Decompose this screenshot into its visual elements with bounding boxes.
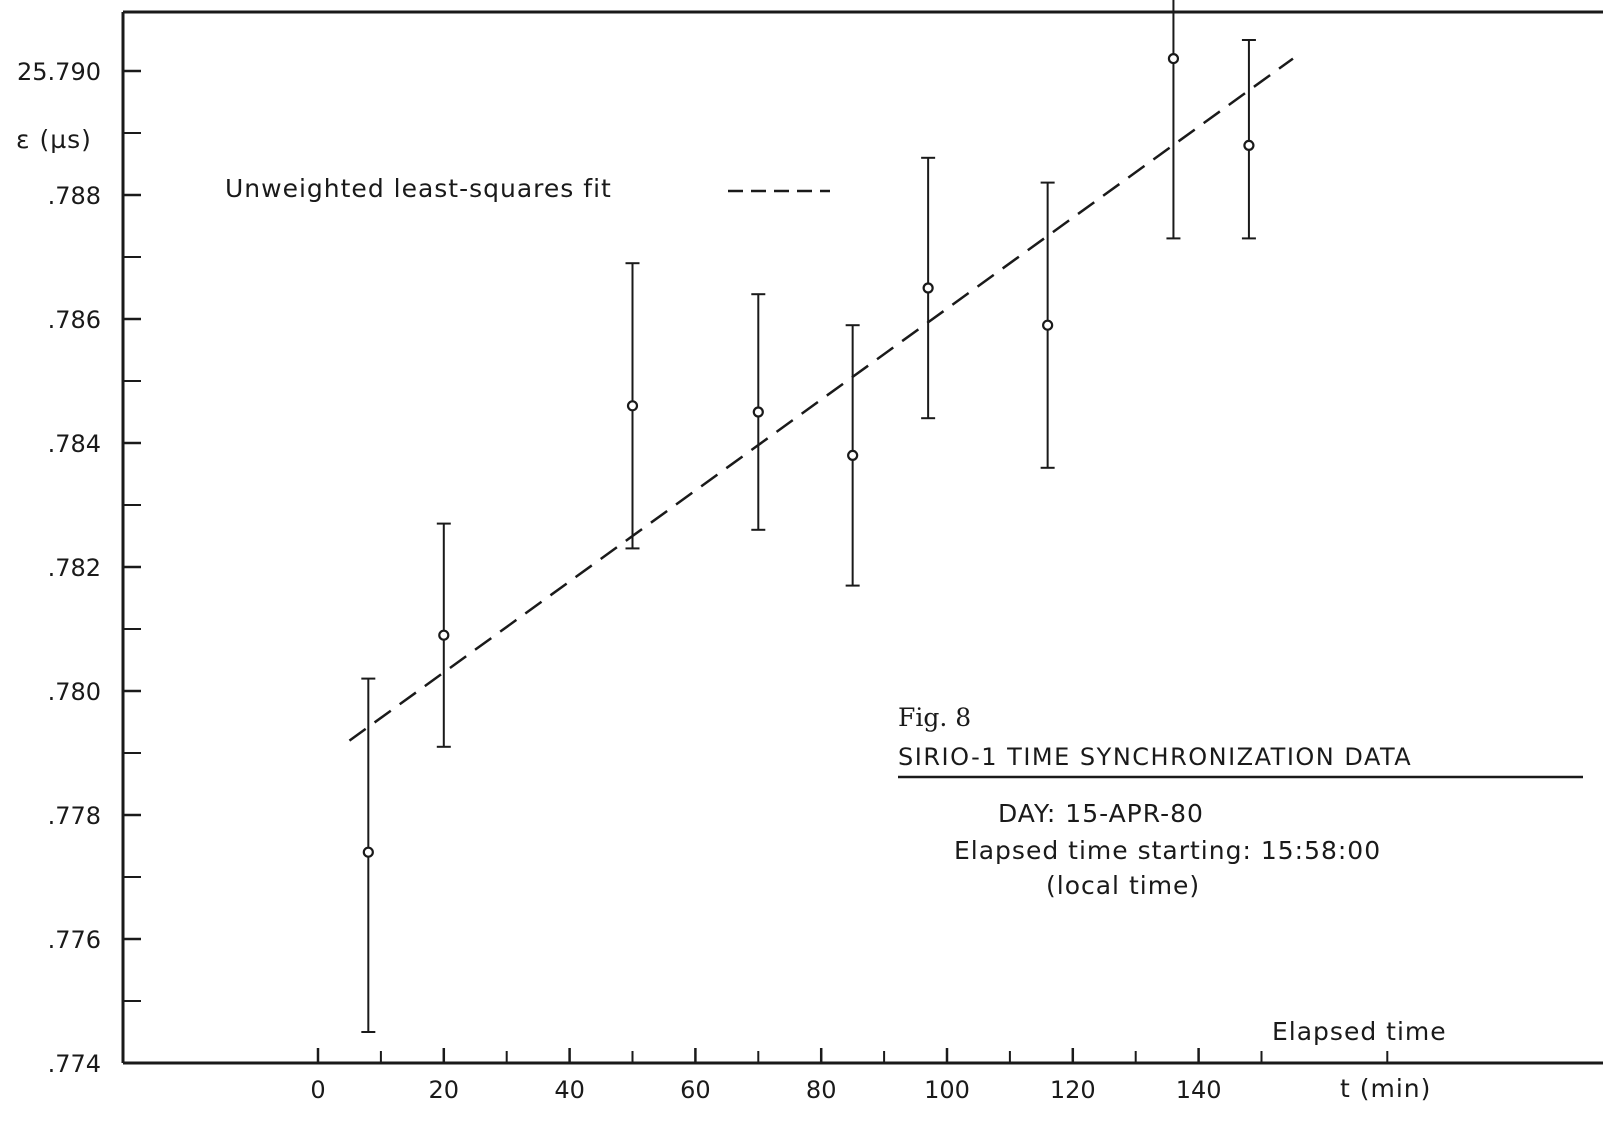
figure-number: Fig. 8 bbox=[898, 703, 971, 732]
y-tick-label-.788: .788 bbox=[48, 182, 101, 210]
data-point-7 bbox=[1040, 181, 1055, 469]
y-tick-label-.784: .784 bbox=[48, 430, 101, 458]
x-tick-label-120: 120 bbox=[1050, 1076, 1096, 1104]
data-point-6 bbox=[921, 156, 936, 420]
fit-line-group bbox=[348, 57, 1294, 742]
x-tick-label-20: 20 bbox=[429, 1076, 460, 1104]
y-tick-label-.776: .776 bbox=[48, 926, 101, 954]
data-point-3 bbox=[625, 262, 640, 550]
data-point-5 bbox=[845, 324, 860, 587]
caption-day: DAY: 15-APR-80 bbox=[998, 799, 1204, 828]
figure-caption: Fig. 8 SIRIO-1 TIME SYNCHRONIZATION DATA… bbox=[898, 703, 1583, 900]
point-marker bbox=[626, 400, 639, 412]
x-tick-label-0: 0 bbox=[310, 1076, 325, 1104]
plot-frame bbox=[121, 10, 1603, 1065]
y-tick-label-.786: .786 bbox=[48, 306, 101, 334]
data-points bbox=[361, 0, 1256, 1033]
point-marker bbox=[1243, 139, 1255, 151]
fit-legend: Unweighted least-squares fit bbox=[225, 174, 830, 203]
y-tick-label-.782: .782 bbox=[48, 554, 101, 582]
point-marker bbox=[1042, 319, 1054, 331]
data-point-4 bbox=[751, 293, 766, 531]
data-point-1 bbox=[361, 677, 376, 1033]
axis-ticks: 0 20 40 60 80 100 120 140 .774 .776 .778 .780 .782 .7… bbox=[17, 58, 1389, 1104]
y-tick-label-.780: .780 bbox=[48, 678, 101, 706]
x-tick-label-40: 40 bbox=[554, 1076, 585, 1104]
point-marker bbox=[438, 629, 450, 641]
caption-title: SIRIO-1 TIME SYNCHRONIZATION DATA bbox=[898, 743, 1412, 771]
point-marker bbox=[362, 846, 374, 858]
y-tick-label-.778: .778 bbox=[48, 802, 101, 830]
x-tick-label-140: 140 bbox=[1176, 1076, 1222, 1104]
x-tick-label-80: 80 bbox=[806, 1076, 837, 1104]
caption-start: Elapsed time starting: 15:58:00 bbox=[954, 836, 1381, 865]
point-marker bbox=[1167, 52, 1180, 65]
x-axis-title: t (min) bbox=[1340, 1074, 1431, 1103]
x-tick-label-100: 100 bbox=[924, 1076, 970, 1104]
point-marker bbox=[752, 406, 764, 418]
y-axis-title: ε (µs) bbox=[16, 125, 92, 154]
y-tick-label-25.790: 25.790 bbox=[17, 58, 101, 86]
fit-legend-label: Unweighted least-squares fit bbox=[225, 174, 612, 203]
data-point-8 bbox=[1166, 0, 1181, 240]
x-axis-note: Elapsed time bbox=[1272, 1017, 1447, 1046]
point-marker bbox=[847, 449, 859, 461]
caption-local: (local time) bbox=[1046, 871, 1200, 900]
y-tick-label-.774: .774 bbox=[48, 1050, 101, 1078]
data-point-2 bbox=[436, 522, 451, 748]
data-point-9 bbox=[1241, 39, 1256, 240]
x-tick-label-60: 60 bbox=[680, 1076, 711, 1104]
fit-line bbox=[348, 57, 1294, 742]
point-marker bbox=[922, 282, 934, 294]
